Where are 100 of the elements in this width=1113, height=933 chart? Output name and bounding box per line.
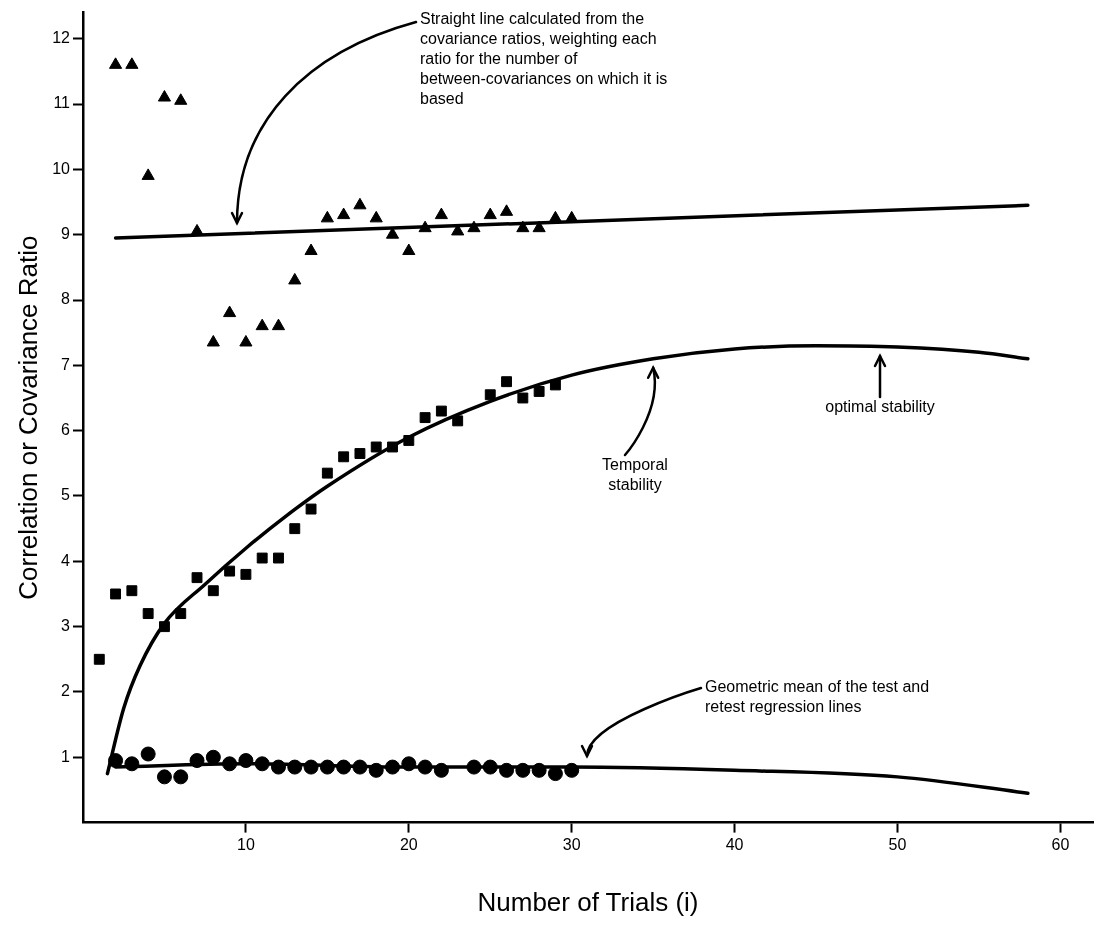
- y-axis-title: Correlation or Covariance Ratio: [12, 235, 43, 600]
- point: [338, 451, 350, 463]
- y-tick-label: 3: [61, 617, 71, 635]
- y-tick-label: 10: [52, 159, 71, 177]
- point: [483, 207, 497, 220]
- point: [434, 207, 448, 220]
- point: [369, 210, 383, 223]
- x-tick-label: 60: [1051, 835, 1070, 853]
- point: [352, 759, 368, 775]
- point: [124, 756, 140, 772]
- point: [515, 762, 531, 778]
- point: [191, 572, 203, 584]
- point: [501, 376, 512, 388]
- y-tick-label: 5: [61, 486, 71, 504]
- point: [417, 759, 433, 775]
- y-tick-label: 9: [61, 225, 71, 243]
- y-tick-label: 8: [61, 290, 71, 308]
- point: [320, 210, 334, 223]
- point: [467, 220, 481, 233]
- point: [419, 412, 431, 424]
- point: [255, 318, 269, 331]
- y-tick-label: 6: [61, 421, 71, 439]
- point: [224, 565, 236, 577]
- point: [303, 759, 319, 775]
- point: [206, 334, 220, 347]
- point: [207, 585, 219, 597]
- point: [403, 435, 415, 446]
- point: [109, 57, 123, 69]
- x-tick-label: 20: [399, 835, 418, 853]
- point: [387, 441, 398, 453]
- x-tick-label: 30: [562, 835, 581, 853]
- point: [108, 753, 124, 769]
- point: [304, 243, 318, 256]
- point: [305, 503, 317, 515]
- point: [256, 552, 268, 564]
- point: [336, 759, 352, 775]
- point: [239, 334, 253, 347]
- point: [174, 93, 188, 105]
- point: [140, 746, 156, 762]
- point: [271, 318, 286, 331]
- point: [353, 197, 367, 210]
- y-tick-label: 4: [61, 551, 71, 569]
- point: [499, 204, 514, 216]
- point: [142, 608, 154, 620]
- point: [93, 653, 105, 665]
- point: [433, 762, 449, 778]
- x-tick-label: 10: [237, 835, 255, 853]
- y-tick-label: 1: [61, 747, 71, 765]
- y-tick-label: 2: [61, 682, 71, 700]
- point: [159, 621, 170, 633]
- annotation: Straight line calculated from the covariance ratios, weighting each ratio for the number of between-covariances on which it is based: [420, 10, 668, 108]
- point: [548, 210, 562, 223]
- point: [402, 243, 416, 256]
- point: [517, 392, 529, 404]
- point: [565, 210, 579, 223]
- annotation: Temporal stability: [602, 456, 668, 494]
- point: [484, 389, 496, 401]
- annotation: Geometric mean of the test and retest regression lines: [705, 678, 930, 716]
- point: [238, 753, 254, 769]
- point: [547, 766, 563, 782]
- point: [126, 585, 138, 597]
- point: [254, 756, 270, 772]
- point: [549, 379, 561, 391]
- point: [564, 762, 580, 778]
- point: [385, 759, 401, 775]
- point: [385, 227, 400, 239]
- point: [532, 220, 546, 233]
- point: [205, 749, 221, 765]
- point: [240, 568, 252, 580]
- point: [189, 753, 205, 769]
- point: [287, 759, 303, 775]
- point: [157, 90, 172, 102]
- point: [533, 386, 545, 397]
- point: [190, 223, 204, 236]
- point: [110, 588, 122, 600]
- point: [270, 759, 286, 775]
- x-tick-label: 50: [888, 835, 907, 853]
- point: [273, 552, 284, 564]
- point: [156, 769, 172, 785]
- point: [516, 220, 530, 233]
- point: [321, 467, 333, 479]
- point: [175, 608, 187, 620]
- x-tick-label: 40: [725, 835, 744, 853]
- point: [289, 523, 301, 535]
- point: [354, 448, 366, 459]
- point: [401, 756, 417, 772]
- point: [141, 168, 155, 180]
- point: [125, 57, 139, 69]
- x-axis-title: Number of Trials (i): [477, 886, 699, 917]
- point: [222, 756, 238, 772]
- point: [435, 405, 447, 417]
- y-tick-label: 7: [61, 355, 71, 373]
- point: [370, 441, 382, 453]
- point: [499, 762, 515, 778]
- annotation: optimal stability: [825, 398, 935, 416]
- point: [337, 207, 351, 220]
- point: [223, 305, 237, 318]
- point: [288, 272, 302, 285]
- point: [319, 759, 335, 775]
- point: [418, 220, 432, 233]
